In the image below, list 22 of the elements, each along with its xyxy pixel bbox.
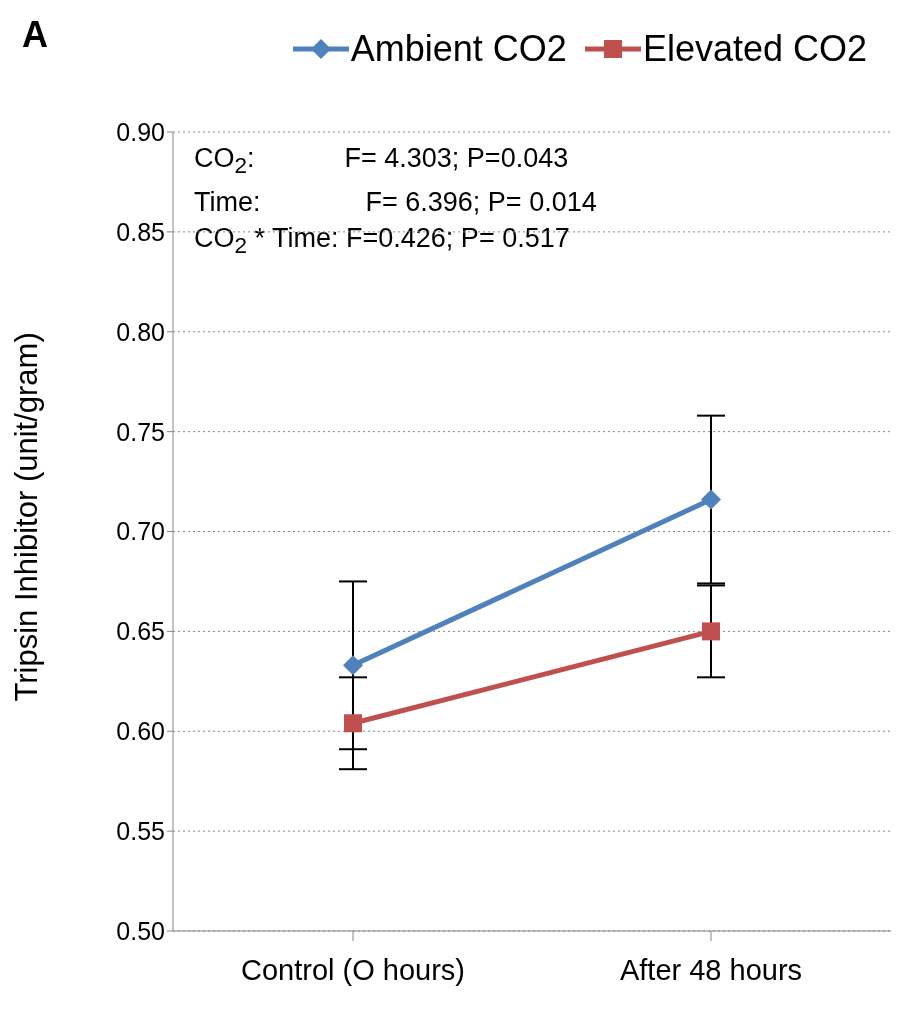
legend-label: Elevated CO2 bbox=[642, 28, 867, 70]
annotation: Time: F= 6.396; P= 0.014 bbox=[194, 186, 597, 220]
y-tick-label: 0.60 bbox=[116, 717, 165, 746]
y-axis-title: Tripsin Inhibitor (unit/gram) bbox=[9, 332, 45, 702]
annotation: CO$_{2}$ * Time: F=0.426; P= 0.517 bbox=[194, 222, 571, 261]
legend-label: Ambient CO2 bbox=[350, 28, 567, 70]
y-tick-label: 0.85 bbox=[116, 217, 165, 246]
x-tick-label: After 48 hours bbox=[619, 953, 803, 986]
y-tick-label: 0.50 bbox=[116, 916, 165, 945]
point bbox=[343, 655, 363, 676]
y-tick-label: 0.75 bbox=[116, 417, 165, 446]
point bbox=[344, 714, 362, 733]
chart-title: A bbox=[22, 14, 48, 56]
point bbox=[701, 489, 721, 510]
x-tick-label: Control (O hours) bbox=[240, 953, 466, 986]
y-tick-label: 0.90 bbox=[116, 117, 165, 146]
y-tick-label: 0.70 bbox=[116, 517, 165, 546]
y-tick-label: 0.80 bbox=[116, 317, 165, 346]
y-tick-label: 0.65 bbox=[116, 617, 165, 646]
annotation: CO$_{2}$: F= 4.303; P=0.043 bbox=[194, 142, 570, 181]
point bbox=[702, 622, 720, 641]
y-tick-label: 0.55 bbox=[116, 817, 165, 845]
